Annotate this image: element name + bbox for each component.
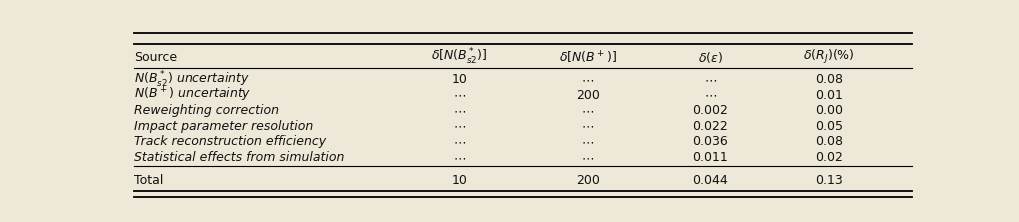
- Text: Source: Source: [133, 51, 176, 64]
- Text: Total: Total: [133, 174, 163, 187]
- Text: 0.08: 0.08: [814, 73, 843, 86]
- Text: Statistical effects from simulation: Statistical effects from simulation: [133, 151, 343, 164]
- Text: 0.022: 0.022: [692, 120, 728, 133]
- Text: 0.011: 0.011: [692, 151, 728, 164]
- Text: Track reconstruction efficiency: Track reconstruction efficiency: [133, 135, 326, 148]
- Text: Impact parameter resolution: Impact parameter resolution: [133, 120, 313, 133]
- Text: 10: 10: [451, 174, 467, 187]
- Text: $\cdots$: $\cdots$: [452, 120, 466, 133]
- Text: $\delta[N(B^+)]$: $\delta[N(B^+)]$: [558, 49, 616, 65]
- Text: $\cdots$: $\cdots$: [581, 120, 594, 133]
- Text: 0.002: 0.002: [692, 104, 728, 117]
- Text: 0.02: 0.02: [814, 151, 842, 164]
- Text: 10: 10: [451, 73, 467, 86]
- Text: $\cdots$: $\cdots$: [452, 104, 466, 117]
- Text: $\cdots$: $\cdots$: [703, 89, 716, 102]
- Text: $\cdots$: $\cdots$: [452, 135, 466, 148]
- Text: 0.044: 0.044: [692, 174, 728, 187]
- Text: $\cdots$: $\cdots$: [452, 89, 466, 102]
- Text: $\cdots$: $\cdots$: [452, 151, 466, 164]
- Text: 0.036: 0.036: [692, 135, 728, 148]
- Text: $N(B^+)$ uncertainty: $N(B^+)$ uncertainty: [133, 86, 251, 104]
- Text: $\cdots$: $\cdots$: [581, 135, 594, 148]
- Text: 200: 200: [576, 89, 599, 102]
- Text: 200: 200: [576, 174, 599, 187]
- Text: $\delta(R_J)(\%)$: $\delta(R_J)(\%)$: [803, 48, 854, 66]
- Text: 0.08: 0.08: [814, 135, 843, 148]
- Text: Reweighting correction: Reweighting correction: [133, 104, 278, 117]
- Text: $\delta(\varepsilon)$: $\delta(\varepsilon)$: [697, 50, 722, 65]
- Text: $\cdots$: $\cdots$: [581, 104, 594, 117]
- Text: 0.13: 0.13: [814, 174, 842, 187]
- Text: $\delta[N(B_{s2}^*)]$: $\delta[N(B_{s2}^*)]$: [431, 47, 487, 67]
- Text: 0.01: 0.01: [814, 89, 842, 102]
- Text: $\cdots$: $\cdots$: [581, 73, 594, 86]
- Text: $\cdots$: $\cdots$: [581, 151, 594, 164]
- Text: 0.05: 0.05: [814, 120, 843, 133]
- Text: $\cdots$: $\cdots$: [703, 73, 716, 86]
- Text: 0.00: 0.00: [814, 104, 843, 117]
- Text: $N(B_{s2}^*)$ uncertainty: $N(B_{s2}^*)$ uncertainty: [133, 69, 250, 90]
